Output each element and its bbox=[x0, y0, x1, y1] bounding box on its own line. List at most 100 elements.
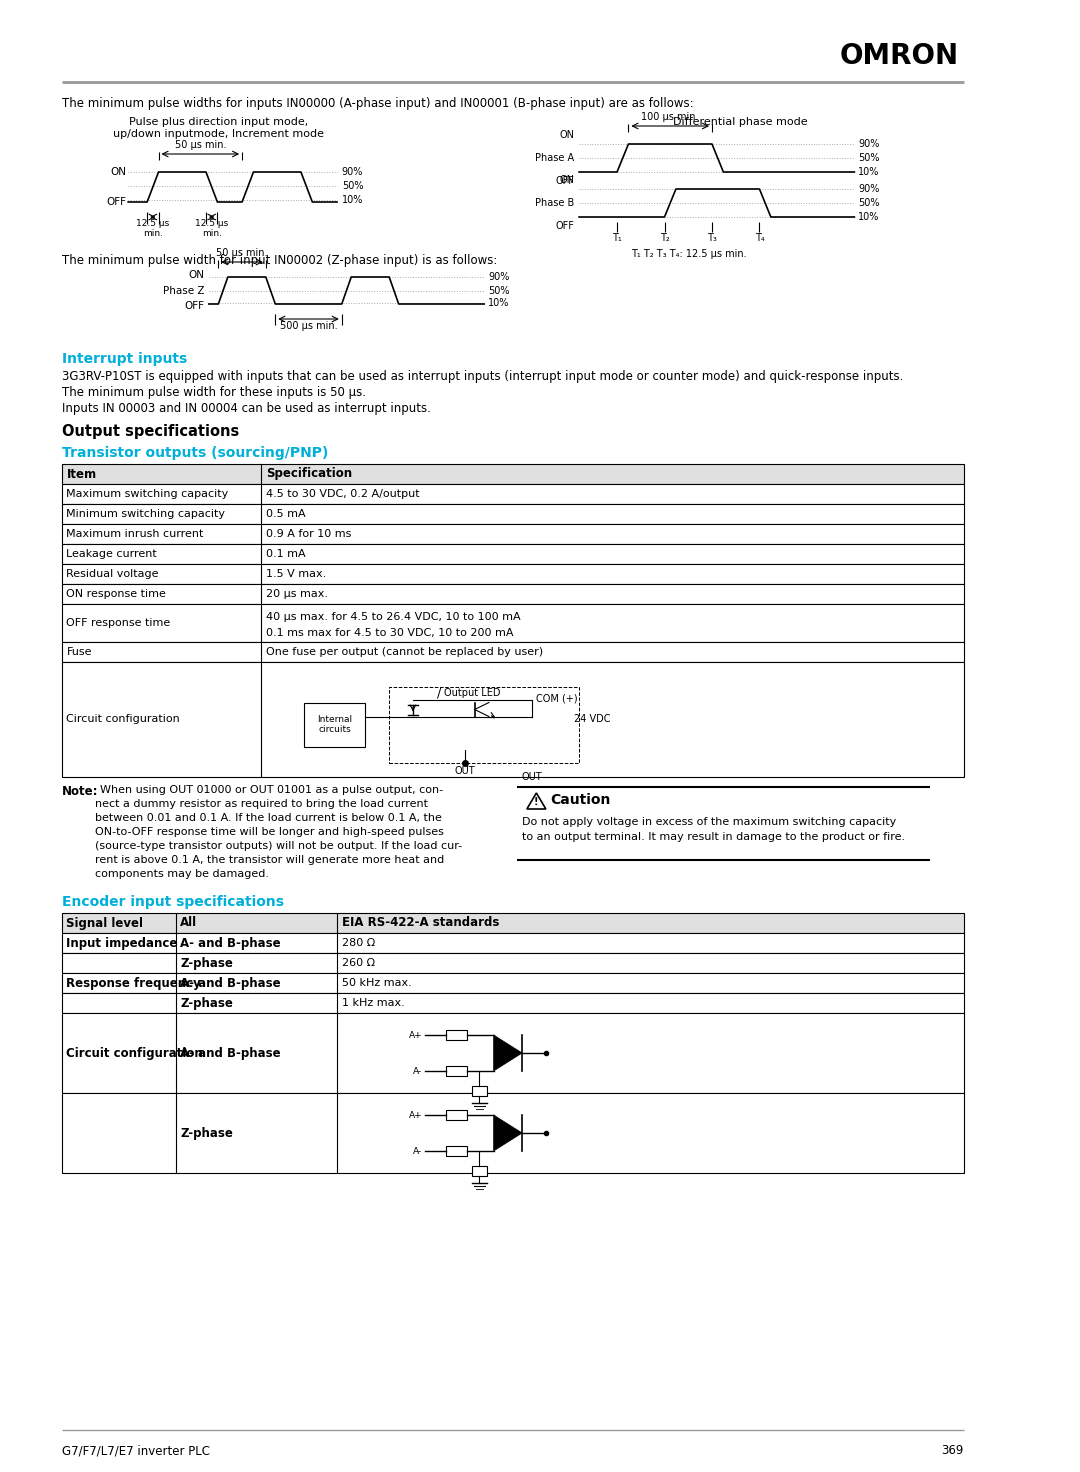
Text: Interrupt inputs: Interrupt inputs bbox=[62, 352, 187, 367]
Text: 10%: 10% bbox=[488, 297, 510, 308]
Text: OFF: OFF bbox=[184, 300, 204, 311]
Text: 20 μs max.: 20 μs max. bbox=[266, 589, 328, 599]
Bar bbox=[62, 662, 963, 777]
Bar bbox=[62, 545, 963, 564]
Text: Differential phase mode: Differential phase mode bbox=[673, 116, 808, 127]
Text: When using OUT 01000 or OUT 01001 as a pulse output, con-: When using OUT 01000 or OUT 01001 as a p… bbox=[99, 785, 443, 795]
Bar bbox=[62, 933, 963, 952]
Text: A+: A+ bbox=[409, 1110, 422, 1120]
Text: OMRON: OMRON bbox=[839, 43, 959, 71]
Text: A- and B-phase: A- and B-phase bbox=[180, 976, 281, 989]
Text: 0.5 mA: 0.5 mA bbox=[266, 509, 306, 520]
Bar bbox=[62, 1094, 963, 1173]
Text: Signal level: Signal level bbox=[67, 917, 144, 929]
Text: Minimum switching capacity: Minimum switching capacity bbox=[67, 509, 226, 520]
Text: Phase B: Phase B bbox=[535, 199, 575, 208]
Text: OUT: OUT bbox=[522, 773, 542, 783]
Bar bbox=[62, 564, 963, 584]
Text: 500 μs min.: 500 μs min. bbox=[280, 321, 337, 331]
Polygon shape bbox=[527, 793, 545, 810]
Text: 12.5 μs
min.: 12.5 μs min. bbox=[195, 219, 228, 238]
Text: 4.5 to 30 VDC, 0.2 A/output: 4.5 to 30 VDC, 0.2 A/output bbox=[266, 489, 419, 499]
Text: Pulse plus direction input mode,
up/down inputmode, Increment mode: Pulse plus direction input mode, up/down… bbox=[112, 116, 324, 138]
Text: 280 Ω: 280 Ω bbox=[341, 938, 375, 948]
Text: 1 kHz max.: 1 kHz max. bbox=[341, 998, 405, 1008]
Text: Inputs IN 00003 and IN 00004 can be used as interrupt inputs.: Inputs IN 00003 and IN 00004 can be used… bbox=[62, 402, 431, 415]
Bar bbox=[446, 1030, 467, 1041]
Text: 369: 369 bbox=[941, 1444, 963, 1457]
Bar bbox=[62, 584, 963, 604]
Text: ON: ON bbox=[559, 130, 575, 140]
Text: COM (+): COM (+) bbox=[537, 693, 578, 704]
Bar bbox=[62, 994, 963, 1013]
Text: ON: ON bbox=[559, 175, 575, 185]
Text: The minimum pulse width for these inputs is 50 μs.: The minimum pulse width for these inputs… bbox=[62, 386, 366, 399]
Text: A+: A+ bbox=[409, 1030, 422, 1039]
Text: 10%: 10% bbox=[859, 212, 879, 222]
Text: (source-type transistor outputs) will not be output. If the load cur-: (source-type transistor outputs) will no… bbox=[95, 841, 462, 851]
Bar bbox=[446, 1066, 467, 1076]
Text: G7/F7/L7/E7 inverter PLC: G7/F7/L7/E7 inverter PLC bbox=[62, 1444, 210, 1457]
Text: 0.1 mA: 0.1 mA bbox=[266, 549, 306, 559]
Text: !: ! bbox=[535, 796, 539, 807]
Text: /: / bbox=[436, 686, 441, 699]
Text: Fuse: Fuse bbox=[67, 648, 92, 657]
Text: The minimum pulse widths for inputs IN00000 (A-phase input) and IN00001 (B-phase: The minimum pulse widths for inputs IN00… bbox=[62, 97, 693, 110]
Text: 0.1 ms max for 4.5 to 30 VDC, 10 to 200 mA: 0.1 ms max for 4.5 to 30 VDC, 10 to 200 … bbox=[266, 629, 513, 637]
Text: Item: Item bbox=[67, 468, 96, 480]
Text: Caution: Caution bbox=[551, 793, 611, 807]
Bar bbox=[303, 702, 365, 746]
Text: T₁: T₁ bbox=[612, 233, 622, 243]
Bar bbox=[472, 1086, 487, 1097]
Text: OFF: OFF bbox=[106, 197, 126, 208]
Text: Internal
circuits: Internal circuits bbox=[318, 715, 353, 735]
Text: 10%: 10% bbox=[341, 194, 363, 205]
Text: All: All bbox=[180, 917, 198, 929]
Bar bbox=[62, 913, 963, 933]
Bar bbox=[446, 1110, 467, 1120]
Bar bbox=[62, 484, 963, 503]
Text: 50 μs min.: 50 μs min. bbox=[216, 247, 268, 258]
Text: A- and B-phase: A- and B-phase bbox=[180, 936, 281, 949]
Text: 50%: 50% bbox=[859, 199, 880, 208]
Bar bbox=[389, 686, 579, 762]
Text: Circuit configuration: Circuit configuration bbox=[67, 1047, 203, 1060]
Text: 12.5 μs
min.: 12.5 μs min. bbox=[136, 219, 170, 238]
Text: A-: A- bbox=[414, 1067, 422, 1076]
Text: OFF: OFF bbox=[555, 221, 575, 231]
Bar bbox=[62, 973, 963, 994]
Text: T₃: T₃ bbox=[707, 233, 717, 243]
Text: components may be damaged.: components may be damaged. bbox=[95, 868, 269, 879]
Text: Leakage current: Leakage current bbox=[67, 549, 158, 559]
Text: Phase Z: Phase Z bbox=[163, 286, 204, 296]
Text: 90%: 90% bbox=[488, 272, 510, 283]
Text: 1.5 V max.: 1.5 V max. bbox=[266, 570, 326, 578]
Text: Residual voltage: Residual voltage bbox=[67, 570, 159, 578]
Text: 24 VDC: 24 VDC bbox=[575, 714, 611, 724]
Text: Note:: Note: bbox=[62, 785, 98, 798]
Bar bbox=[62, 604, 963, 642]
Bar bbox=[62, 464, 963, 484]
Bar bbox=[62, 952, 963, 973]
Text: T₁ T₂ T₃ T₄: 12.5 μs min.: T₁ T₂ T₃ T₄: 12.5 μs min. bbox=[632, 249, 747, 259]
Text: A-: A- bbox=[414, 1147, 422, 1156]
Text: 260 Ω: 260 Ω bbox=[341, 958, 375, 969]
Text: Z-phase: Z-phase bbox=[180, 1126, 233, 1139]
Polygon shape bbox=[494, 1114, 522, 1151]
Text: Maximum switching capacity: Maximum switching capacity bbox=[67, 489, 229, 499]
Text: Z-phase: Z-phase bbox=[180, 957, 233, 970]
Text: to an output terminal. It may result in damage to the product or fire.: to an output terminal. It may result in … bbox=[522, 832, 905, 842]
Text: ON-to-OFF response time will be longer and high-speed pulses: ON-to-OFF response time will be longer a… bbox=[95, 827, 444, 838]
Text: ON response time: ON response time bbox=[67, 589, 166, 599]
Bar bbox=[446, 1147, 467, 1156]
Text: rent is above 0.1 A, the transistor will generate more heat and: rent is above 0.1 A, the transistor will… bbox=[95, 855, 444, 866]
Text: Z-phase: Z-phase bbox=[180, 997, 233, 1010]
Text: 90%: 90% bbox=[859, 184, 879, 194]
Text: OUT: OUT bbox=[455, 767, 475, 777]
Text: 90%: 90% bbox=[341, 166, 363, 177]
Text: Output specifications: Output specifications bbox=[62, 424, 239, 439]
Text: 40 μs max. for 4.5 to 26.4 VDC, 10 to 100 mA: 40 μs max. for 4.5 to 26.4 VDC, 10 to 10… bbox=[266, 612, 521, 623]
Text: Encoder input specifications: Encoder input specifications bbox=[62, 895, 284, 910]
Bar bbox=[62, 503, 963, 524]
Text: Output LED: Output LED bbox=[444, 687, 501, 698]
